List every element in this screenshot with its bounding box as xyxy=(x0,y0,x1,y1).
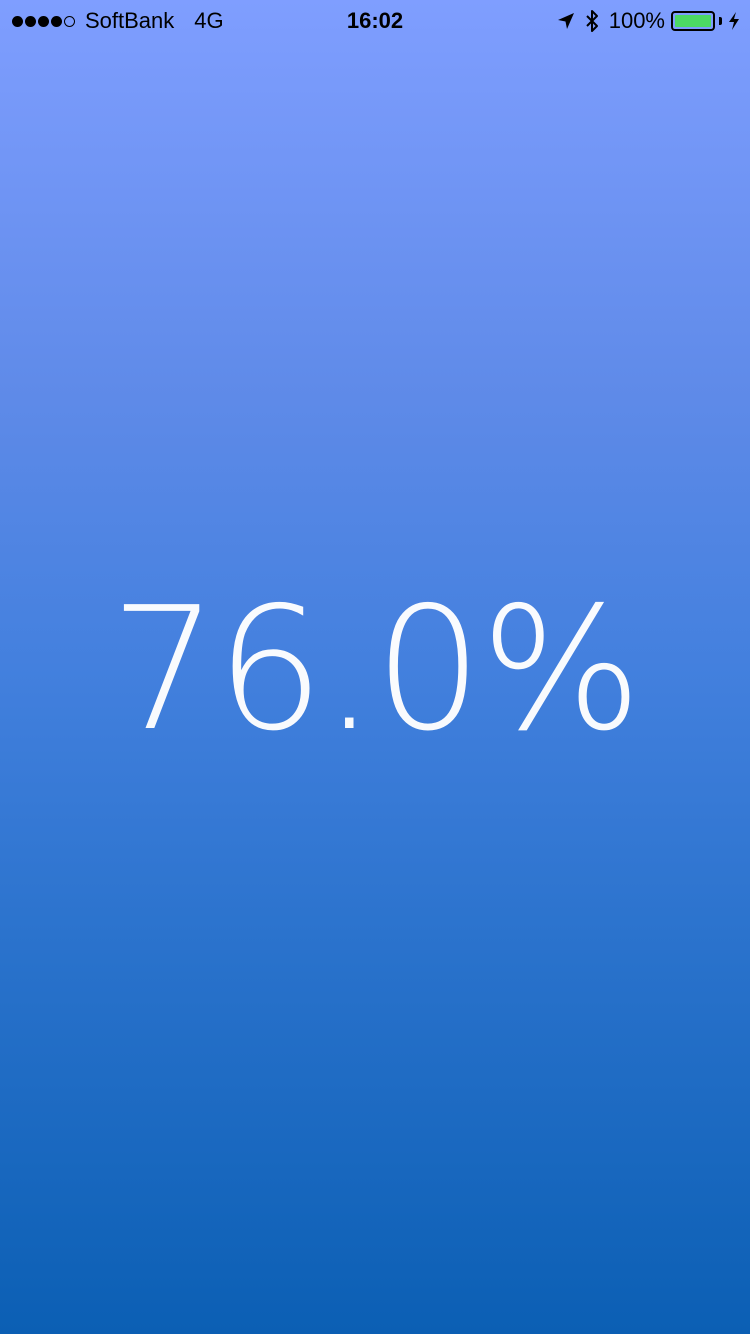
signal-dot xyxy=(12,15,23,27)
location-arrow-icon xyxy=(557,12,575,30)
battery-fill xyxy=(675,15,711,27)
signal-dot xyxy=(25,15,36,27)
status-bar-time: 16:02 xyxy=(346,8,404,33)
signal-dot xyxy=(38,15,49,27)
signal-dot-empty xyxy=(64,15,75,27)
battery-icon xyxy=(671,11,715,31)
percentage-value: 76.0% xyxy=(109,571,642,769)
status-bar-left: SoftBank 4G xyxy=(12,8,224,34)
bluetooth-icon xyxy=(585,9,599,33)
network-type: 4G xyxy=(194,8,224,33)
battery-percent: 100% xyxy=(608,8,665,33)
signal-dot xyxy=(51,15,62,27)
status-bar: SoftBank 4G 16:02 100% xyxy=(0,0,750,40)
charging-bolt-icon xyxy=(728,12,740,30)
carrier-name: SoftBank xyxy=(85,8,175,33)
status-bar-right: 100% xyxy=(557,8,740,34)
signal-strength-icon xyxy=(12,15,77,27)
battery-cap xyxy=(719,17,722,25)
